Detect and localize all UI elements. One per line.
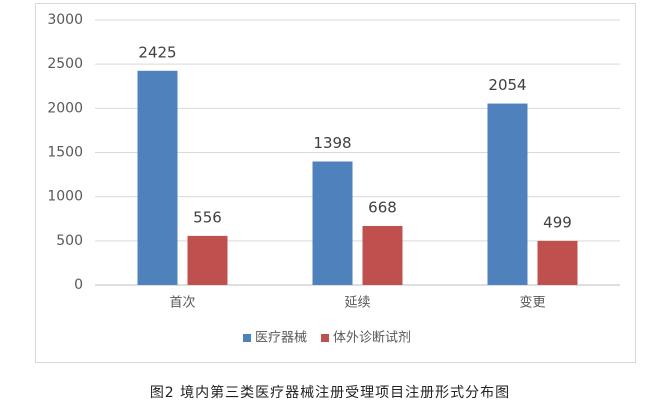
y-tick-label: 1000 bbox=[47, 189, 83, 205]
value-label: 2425 bbox=[138, 43, 176, 61]
bar bbox=[137, 70, 178, 286]
value-label: 2054 bbox=[488, 76, 526, 94]
y-tick-label: 2500 bbox=[47, 56, 83, 72]
bar bbox=[187, 235, 228, 285]
value-label: 556 bbox=[193, 208, 222, 226]
legend-swatch bbox=[243, 334, 251, 342]
bar bbox=[487, 103, 528, 286]
y-tick-label: 500 bbox=[56, 233, 83, 249]
y-tick-label: 2000 bbox=[47, 100, 83, 116]
bar bbox=[312, 161, 353, 285]
legend-swatch bbox=[321, 334, 330, 342]
value-label: 668 bbox=[368, 198, 397, 216]
y-tick-label: 1500 bbox=[47, 145, 83, 161]
legend-label: 医疗器械 bbox=[255, 331, 307, 346]
caption: 图2 境内第三类医疗器械注册受理项目注册形式分布图 bbox=[150, 384, 510, 401]
bar bbox=[362, 225, 403, 285]
value-label: 499 bbox=[543, 213, 572, 231]
x-tick-label: 变更 bbox=[519, 295, 545, 311]
y-tick-label: 3000 bbox=[47, 12, 83, 28]
x-tick-label: 首次 bbox=[169, 295, 195, 311]
x-tick-label: 延续 bbox=[344, 296, 370, 311]
y-tick-label: 0 bbox=[74, 277, 83, 293]
value-label: 1398 bbox=[313, 134, 351, 152]
legend-label: 体外诊断试剂 bbox=[333, 331, 411, 346]
bar bbox=[537, 240, 578, 285]
